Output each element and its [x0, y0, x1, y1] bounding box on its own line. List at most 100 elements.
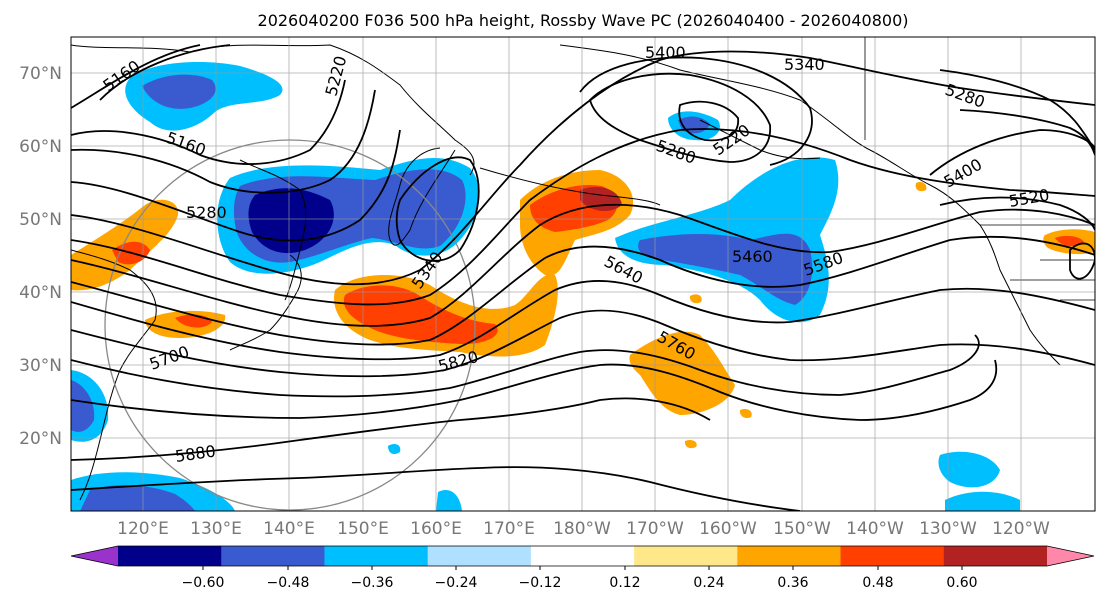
contour-5280-east [939, 69, 1095, 151]
lat-label: 40°N [19, 283, 62, 303]
lon-label: 140°W [846, 519, 904, 539]
lon-label: 120°E [117, 519, 169, 539]
contour-5460 [71, 128, 1095, 306]
contour-5520-east [939, 196, 1095, 231]
lon-label: 160°E [410, 519, 462, 539]
colorbar-segment [530, 546, 635, 566]
contour-label: 5460 [732, 247, 773, 266]
map-frame [70, 36, 1096, 512]
latitude-labels: 70°N 60°N 50°N 40°N 30°N 20°N [19, 64, 62, 449]
anomaly-blob-southeast [945, 491, 1020, 511]
anomaly-blob-small-mid [739, 408, 752, 419]
longitude-labels: 120°E 130°E 140°E 150°E 160°E 170°E 180°… [117, 519, 1050, 539]
lon-label: 140°E [263, 519, 315, 539]
colorbar-tick-label: 0.12 [609, 575, 640, 591]
map-title: 2026040200 F036 500 hPa height, Rossby W… [258, 11, 909, 30]
contour-5340-loop [395, 156, 480, 262]
lon-label: 160°W [699, 519, 757, 539]
colorbar-segment [71, 546, 118, 566]
reference-circle [104, 139, 476, 511]
anomaly-blob-hawaii-south [938, 451, 1000, 488]
positive-anomaly-shading [71, 170, 1095, 449]
coastline-japan [229, 254, 302, 351]
contour-5280-bering [588, 72, 771, 163]
colorbar-segment [427, 546, 532, 566]
contour-5880 [71, 397, 711, 461]
lon-label: 180°W [553, 519, 611, 539]
contour-5640 [71, 280, 1095, 361]
colorbar-segment [324, 546, 429, 566]
contour-5340-bering [579, 56, 813, 166]
colorbar-segment [737, 546, 842, 566]
lon-label: 170°E [483, 519, 535, 539]
colorbar-tick-label: −0.36 [351, 575, 394, 591]
contour-5160-north [99, 44, 231, 101]
lon-label: 150°W [773, 519, 831, 539]
lon-label: 130°E [190, 519, 242, 539]
colorbar-segment [1047, 546, 1094, 566]
colorbar-tick-label: 0.60 [946, 575, 977, 591]
contour-5340-east [959, 109, 1095, 156]
borders [864, 37, 1095, 301]
contour-5820 [71, 359, 998, 421]
lat-label: 20°N [19, 429, 62, 449]
contour-5160-mid [71, 79, 346, 165]
contour-5760 [71, 334, 980, 398]
lon-label: 170°W [626, 519, 684, 539]
colorbar-segment [840, 546, 945, 566]
contour-5580 [71, 235, 1095, 346]
anomaly-blob-alaska-west-core [142, 74, 216, 109]
contour-5280-west [71, 129, 401, 242]
anomaly-blob-subtropical [629, 331, 735, 415]
coastlines [71, 44, 1061, 501]
colorbar-outline [70, 545, 1095, 567]
colorbar-tick-label: 0.24 [693, 575, 724, 591]
anomaly-blob-philippines-core [71, 380, 95, 432]
anomaly-blob-south-china-core [80, 485, 195, 511]
colorbar-segments [71, 546, 1094, 566]
anomaly-blob-pacific-jet-core [343, 285, 498, 345]
coastline-okhotsk [239, 159, 307, 301]
contour-5220-mid [71, 89, 376, 194]
colorbar-tick-label: −0.24 [435, 575, 478, 591]
coastline-kamchatka [388, 147, 456, 246]
colorbar-segment [943, 546, 1048, 566]
colorbar-ticks: −0.60 −0.48 −0.36 −0.24 −0.12 0.12 0.24 … [182, 566, 978, 591]
anomaly-blob-mid-small [689, 294, 702, 304]
contour-5700 [71, 309, 1095, 378]
contour-5400-east [929, 129, 1095, 176]
lat-label: 30°N [19, 356, 62, 376]
anomaly-blob-bc-coast [915, 181, 927, 192]
anomaly-blob-kamchatka-core [248, 188, 334, 254]
colorbar-tick-label: 0.48 [862, 575, 893, 591]
lon-label: 130°W [919, 519, 977, 539]
lat-label: 60°N [19, 137, 62, 157]
contour-label: 5340 [784, 55, 825, 74]
colorbar-tick-label: 0.36 [777, 575, 808, 591]
contour-5520 [71, 203, 1095, 327]
contour-label: 5280 [186, 203, 227, 222]
contour-label: 5400 [645, 43, 686, 62]
height-contours [71, 44, 1095, 511]
contour-5880-south [71, 466, 801, 511]
colorbar-segment [634, 546, 738, 566]
coastline-siberia [71, 44, 475, 176]
anomaly-blob-date-south [436, 490, 462, 511]
lon-label: 120°W [992, 519, 1050, 539]
colorbar-tick-label: −0.60 [182, 575, 225, 591]
colorbar-tick-label: −0.48 [267, 575, 310, 591]
coastline-bc-west-coast [929, 184, 1061, 366]
colorbar-segment [118, 546, 222, 566]
map-panel: 5160 5220 5400 5340 5280 5160 5280 5220 … [71, 37, 1095, 511]
colorbar-segment [221, 546, 325, 566]
contour-5400 [71, 50, 1095, 286]
colorbar: −0.60 −0.48 −0.36 −0.24 −0.12 0.12 0.24 … [70, 545, 1095, 591]
contour-5220-north [71, 44, 201, 109]
lon-label: 150°E [337, 519, 389, 539]
anomaly-blob-small-west [388, 444, 401, 454]
anomaly-blob-small-east [684, 439, 697, 449]
lat-label: 50°N [19, 210, 62, 230]
lat-label: 70°N [19, 64, 62, 84]
coastline-alaska [559, 44, 931, 186]
